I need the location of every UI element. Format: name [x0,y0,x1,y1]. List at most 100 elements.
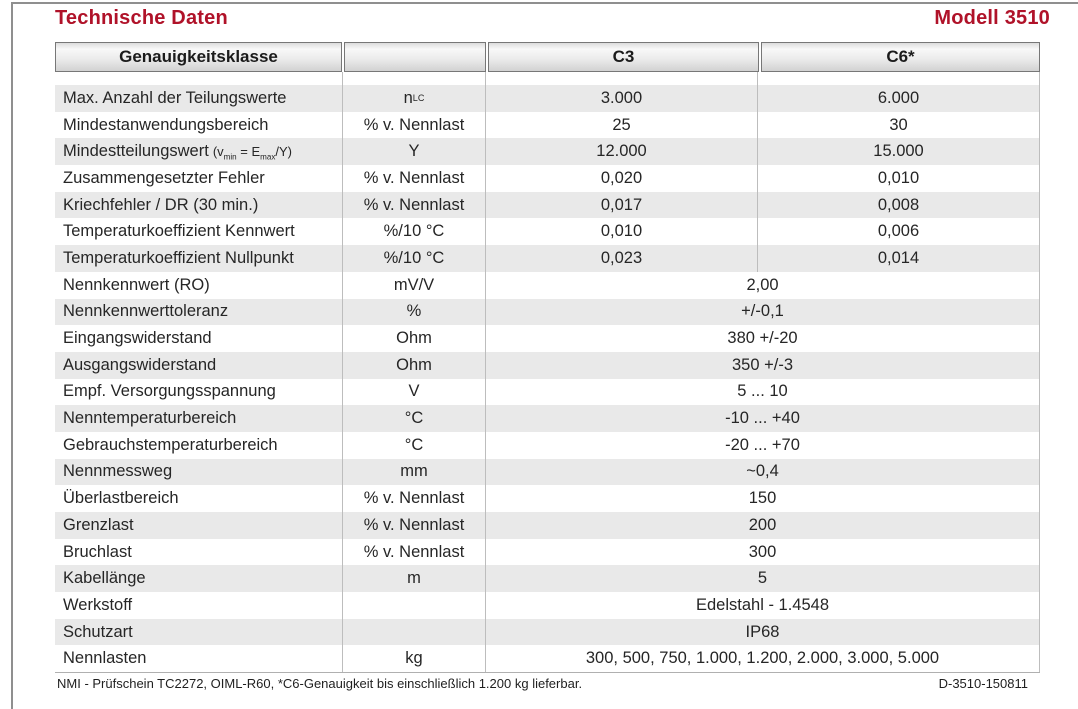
row-label-cell: Bruchlast [55,538,343,566]
row-c3-cell: 12.000 [486,138,758,166]
table-row: Nenntemperaturbereich °C -10 ... +40 [55,405,1040,432]
table-header-spacer [55,72,1040,85]
row-label-cell: Temperaturkoeffizient Kennwert [55,218,343,246]
row-unit-cell: %/10 °C [343,218,486,246]
row-value-cell: 380 +/-20 [486,325,1040,352]
row-unit-cell: mV/V [343,271,486,299]
row-value-cell: 2,00 [486,271,1040,299]
row-unit-cell: Ohm [343,325,486,352]
row-c3-cell: 0,017 [486,191,758,219]
row-c6-cell: 6.000 [758,85,1040,112]
row-label-cell: Nennkennwert (RO) [55,271,343,299]
row-c3-cell: 3.000 [486,85,758,112]
table-row: Werkstoff Edelstahl - 1.4548 [55,592,1040,619]
table-row: Überlastbereich% v. Nennlast 150 [55,485,1040,512]
table-row: Nennlasten kg 300, 500, 750, 1.000, 1.200,… [55,645,1040,673]
row-value-cell: IP68 [486,618,1040,646]
table-row: Nennkennwerttoleranz% +/-0,1 [55,298,1040,326]
document-header: Technische Daten Modell 3510 [55,7,1050,30]
row-unit-cell: % v. Nennlast [343,191,486,219]
row-value-cell: 200 [486,512,1040,539]
row-label-cell: Ausgangswiderstand [55,351,343,379]
row-value-cell: 5 ... 10 [486,378,1040,406]
row-label-note: (vmin = Emax/Y) [212,144,292,162]
row-label-cell: Nennmessweg [55,458,343,486]
table-row: Kriechfehler / DR (30 min.)% v. Nennlast… [55,191,1040,219]
table-header-cell: Genauigkeitsklasse [55,42,342,72]
row-unit-cell [343,592,486,619]
footer-doc-number: D-3510-150811 [938,676,1028,691]
page-frame-border-left [11,2,13,709]
row-label-cell: Nenntemperaturbereich [55,405,343,432]
row-value-cell: +/-0,1 [486,298,1040,326]
row-unit-cell: °C [343,405,486,432]
footer-note: NMI - Prüfschein TC2272, OIML-R60, *C6-G… [57,676,583,691]
table-row: Grenzlast% v. Nennlast 200 [55,512,1040,539]
row-label-cell: Kabellänge [55,565,343,593]
row-label-cell: Max. Anzahl der Teilungswerte [55,85,343,112]
table-row: Zusammengesetzter Fehler% v. Nennlast 0,0… [55,165,1040,192]
row-label-cell: Empf. Versorgungsspannung [55,378,343,406]
row-c6-cell: 0,010 [758,165,1040,192]
row-unit-cell: % [343,298,486,326]
row-unit-cell: mm [343,458,486,486]
spacer-cell [758,72,1040,85]
row-c6-cell: 15.000 [758,138,1040,166]
row-unit-cell: Ohm [343,351,486,379]
row-label-cell: Mindestteilungswert (vmin = Emax/Y) [55,138,343,166]
table-row: Temperaturkoeffizient Nullpunkt %/10 °C 0,… [55,245,1040,272]
row-unit-cell [343,618,486,646]
row-value-cell: 150 [486,485,1040,512]
table-row: Empf. Versorgungsspannung V 5 ... 10 [55,378,1040,406]
row-c6-cell: 0,014 [758,245,1040,272]
table-row: Ausgangswiderstand Ohm 350 +/-3 [55,351,1040,379]
row-label-cell: Kriechfehler / DR (30 min.) [55,191,343,219]
table-row: Mindestanwendungsbereich% v. Nennlast 25 3… [55,111,1040,139]
row-label-cell: Mindestanwendungsbereich [55,111,343,139]
row-value-cell: -10 ... +40 [486,405,1040,432]
table-row: Mindestteilungswert (vmin = Emax/Y) Y 12.00… [55,138,1040,166]
model-number: Modell 3510 [934,7,1050,29]
row-value-cell: 300, 500, 750, 1.000, 1.200, 2.000, 3.00… [486,645,1040,673]
table-row: Eingangswiderstand Ohm 380 +/-20 [55,325,1040,352]
table-header-row: Genauigkeitsklasse C3 C6* [55,42,1040,72]
table-row: Kabellänge m 5 [55,565,1040,593]
spacer-cell [486,72,758,85]
row-value-cell: Edelstahl - 1.4548 [486,592,1040,619]
row-label-cell: Grenzlast [55,512,343,539]
table-body: Max. Anzahl der Teilungswerte n LC 3.000 6.0… [55,85,1040,674]
row-unit-cell: kg [343,645,486,673]
table-row: Max. Anzahl der Teilungswerte n LC 3.000 6.0… [55,85,1040,112]
row-unit-cell: °C [343,431,486,459]
table-header-cell: C3 [488,42,759,72]
row-label-cell: Werkstoff [55,592,343,619]
row-label-cell: Zusammengesetzter Fehler [55,165,343,192]
row-unit-cell: n LC [343,85,486,112]
row-c6-cell: 0,006 [758,218,1040,246]
row-label-cell: Temperaturkoeffizient Nullpunkt [55,245,343,272]
row-c3-cell: 0,020 [486,165,758,192]
table-row: Bruchlast% v. Nennlast 300 [55,538,1040,566]
row-label-cell: Gebrauchstemperaturbereich [55,431,343,459]
row-c6-cell: 0,008 [758,191,1040,219]
page-title: Technische Daten [55,7,228,29]
table-row: Schutzart IP68 [55,618,1040,646]
technical-data-table: Genauigkeitsklasse C3 C6* Max. Anzahl der … [55,42,1040,674]
row-c3-cell: 0,023 [486,245,758,272]
row-c3-cell: 0,010 [486,218,758,246]
row-unit-cell: % v. Nennlast [343,111,486,139]
page-frame-border-top [11,2,1078,4]
table-row: Temperaturkoeffizient Kennwert %/10 °C 0,0… [55,218,1040,246]
spacer-cell [55,72,343,85]
row-value-cell: 5 [486,565,1040,593]
table-header-cell: C6* [761,42,1040,72]
row-unit-cell: %/10 °C [343,245,486,272]
row-unit-cell: m [343,565,486,593]
row-c3-cell: 25 [486,111,758,139]
document-footer: NMI - Prüfschein TC2272, OIML-R60, *C6-G… [55,676,1040,691]
row-value-cell: 300 [486,538,1040,566]
row-unit-cell: % v. Nennlast [343,538,486,566]
row-unit-cell: % v. Nennlast [343,512,486,539]
row-c6-cell: 30 [758,111,1040,139]
row-value-cell: -20 ... +70 [486,431,1040,459]
